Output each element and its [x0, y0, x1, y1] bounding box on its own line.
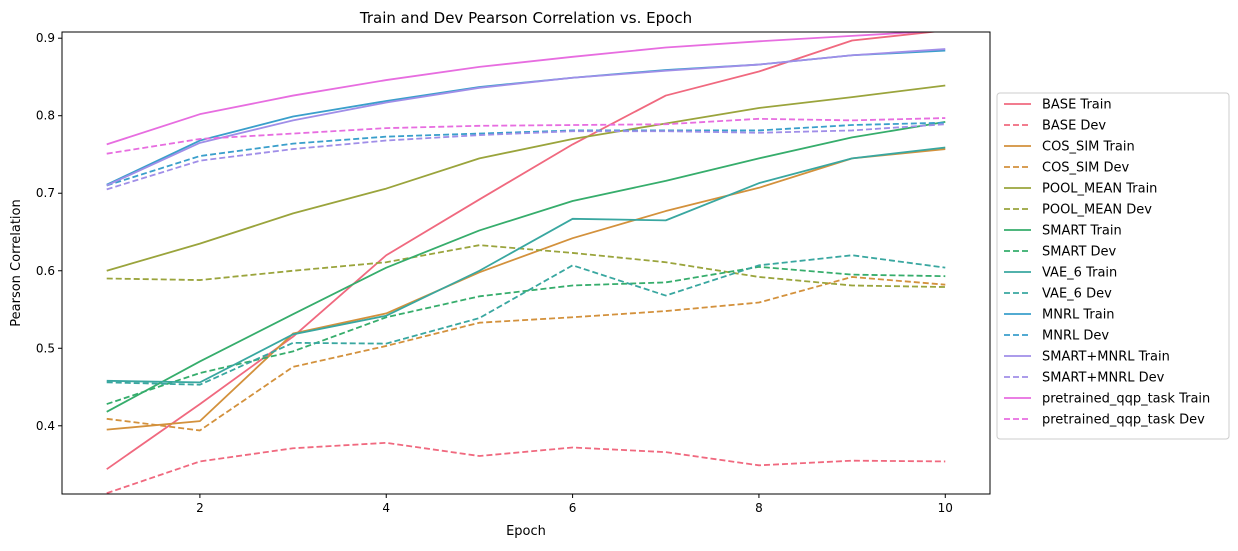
legend-label: VAE_6 Dev: [1042, 287, 1112, 302]
legend-label: COS_SIM Train: [1042, 140, 1135, 155]
series-line-pool-mean-train: [106, 84, 946, 272]
legend-label: MNRL Train: [1042, 308, 1115, 323]
legend-label: SMART Dev: [1042, 245, 1117, 260]
y-axis-label: Pearson Correlation: [9, 199, 24, 326]
legend-label: MNRL Dev: [1042, 329, 1109, 344]
legend-label: pretrained_qqp_task Train: [1042, 392, 1210, 407]
y-tick-label: 0.5: [36, 341, 55, 355]
series-line-vae-6-train: [106, 146, 946, 384]
legend-label: POOL_MEAN Dev: [1042, 203, 1152, 218]
x-tick-label: 6: [569, 501, 577, 515]
legend-label: BASE Train: [1042, 98, 1112, 113]
legend-frame: [996, 92, 1230, 440]
y-tick-label: 0.9: [36, 31, 55, 45]
legend: BASE Train BASE Dev COS_SIM Train COS_SIM D…: [996, 92, 1230, 440]
legend-label: COS_SIM Dev: [1042, 161, 1130, 176]
series-line-base-train: [106, 32, 940, 470]
legend-label: VAE_6 Train: [1042, 266, 1117, 281]
x-tick-label: 4: [382, 501, 390, 515]
series-line-cos-sim-dev: [106, 276, 946, 432]
legend-label: BASE Dev: [1042, 119, 1106, 134]
legend-label: SMART Train: [1042, 224, 1122, 239]
x-tick-label: 10: [938, 501, 953, 515]
series-line-smart-dev: [106, 265, 946, 405]
x-axis-label: Epoch: [506, 524, 546, 539]
y-tick-label: 0.8: [36, 109, 55, 123]
axis-ticks: 2 4 6 8 10 0.4 0.5 0.6 0.7 0.8 0.9: [36, 31, 953, 515]
y-tick-label: 0.4: [36, 419, 55, 433]
chart-title: Train and Dev Pearson Correlation vs. Ep…: [359, 9, 692, 27]
series-line-mnrl-dev: [106, 121, 946, 187]
legend-label: SMART+MNRL Train: [1042, 350, 1170, 365]
series-line-smart-mnrl-dev: [106, 123, 946, 191]
series-line-cos-sim-train: [106, 148, 946, 431]
y-tick-label: 0.6: [36, 264, 55, 278]
plot-frame: [61, 31, 991, 495]
y-tick-label: 0.7: [36, 186, 55, 200]
x-tick-label: 8: [755, 501, 763, 515]
series-line-vae-6-dev: [106, 254, 946, 386]
legend-label: POOL_MEAN Train: [1042, 182, 1157, 197]
series-line-smart-mnrl-train: [106, 48, 946, 187]
legend-label: pretrained_qqp_task Dev: [1042, 413, 1205, 428]
series-lines: [106, 32, 946, 494]
x-tick-label: 2: [196, 501, 204, 515]
series-line-smart-train: [106, 121, 946, 413]
series-line-base-dev: [106, 441, 946, 494]
legend-label: SMART+MNRL Dev: [1042, 371, 1165, 386]
series-line-pool-mean-dev: [106, 244, 946, 288]
series-line-pretrained-qqp-task-train: [106, 32, 935, 146]
